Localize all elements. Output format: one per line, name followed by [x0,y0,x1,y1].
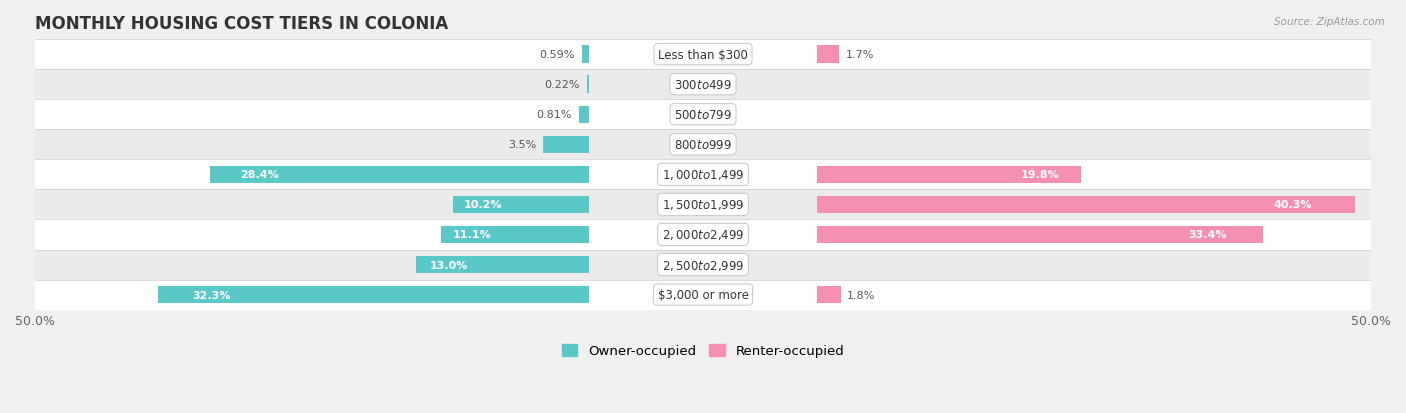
Bar [453,196,589,214]
Bar [817,166,1081,184]
Text: 19.8%: 19.8% [1021,170,1060,180]
Bar [35,160,1371,190]
Text: 40.3%: 40.3% [1274,200,1312,210]
Bar [817,286,841,304]
Bar [35,130,1371,160]
Bar [586,76,589,94]
Bar [817,226,1263,244]
Text: $1,000 to $1,499: $1,000 to $1,499 [662,168,744,182]
Text: 0.81%: 0.81% [537,110,572,120]
Text: 13.0%: 13.0% [430,260,468,270]
Bar [582,46,589,64]
Bar [35,100,1371,130]
Legend: Owner-occupied, Renter-occupied: Owner-occupied, Renter-occupied [557,339,849,363]
Text: 1.7%: 1.7% [846,50,875,60]
Bar [579,106,589,123]
Text: $300 to $499: $300 to $499 [673,78,733,91]
Bar [157,286,589,304]
Text: $2,500 to $2,999: $2,500 to $2,999 [662,258,744,272]
Bar [543,136,589,154]
Text: $500 to $799: $500 to $799 [673,109,733,121]
Text: 0.22%: 0.22% [544,80,579,90]
Bar [35,250,1371,280]
Bar [209,166,589,184]
Text: $3,000 or more: $3,000 or more [658,288,748,301]
Text: $1,500 to $1,999: $1,500 to $1,999 [662,198,744,212]
Text: 32.3%: 32.3% [193,290,231,300]
Bar [35,40,1371,70]
Text: Less than $300: Less than $300 [658,48,748,62]
Bar [35,70,1371,100]
Text: 1.8%: 1.8% [848,290,876,300]
Text: $800 to $999: $800 to $999 [673,138,733,152]
Bar [35,190,1371,220]
Text: Source: ZipAtlas.com: Source: ZipAtlas.com [1274,17,1385,26]
Text: $2,000 to $2,499: $2,000 to $2,499 [662,228,744,242]
Text: 28.4%: 28.4% [240,170,280,180]
Bar [817,46,839,64]
Bar [441,226,589,244]
Text: 11.1%: 11.1% [453,230,492,240]
Bar [416,256,589,273]
Text: 33.4%: 33.4% [1188,230,1227,240]
Bar [35,280,1371,310]
Bar [35,220,1371,250]
Text: MONTHLY HOUSING COST TIERS IN COLONIA: MONTHLY HOUSING COST TIERS IN COLONIA [35,15,449,33]
Bar [817,196,1355,214]
Text: 0.59%: 0.59% [540,50,575,60]
Text: 10.2%: 10.2% [464,200,502,210]
Text: 3.5%: 3.5% [508,140,536,150]
